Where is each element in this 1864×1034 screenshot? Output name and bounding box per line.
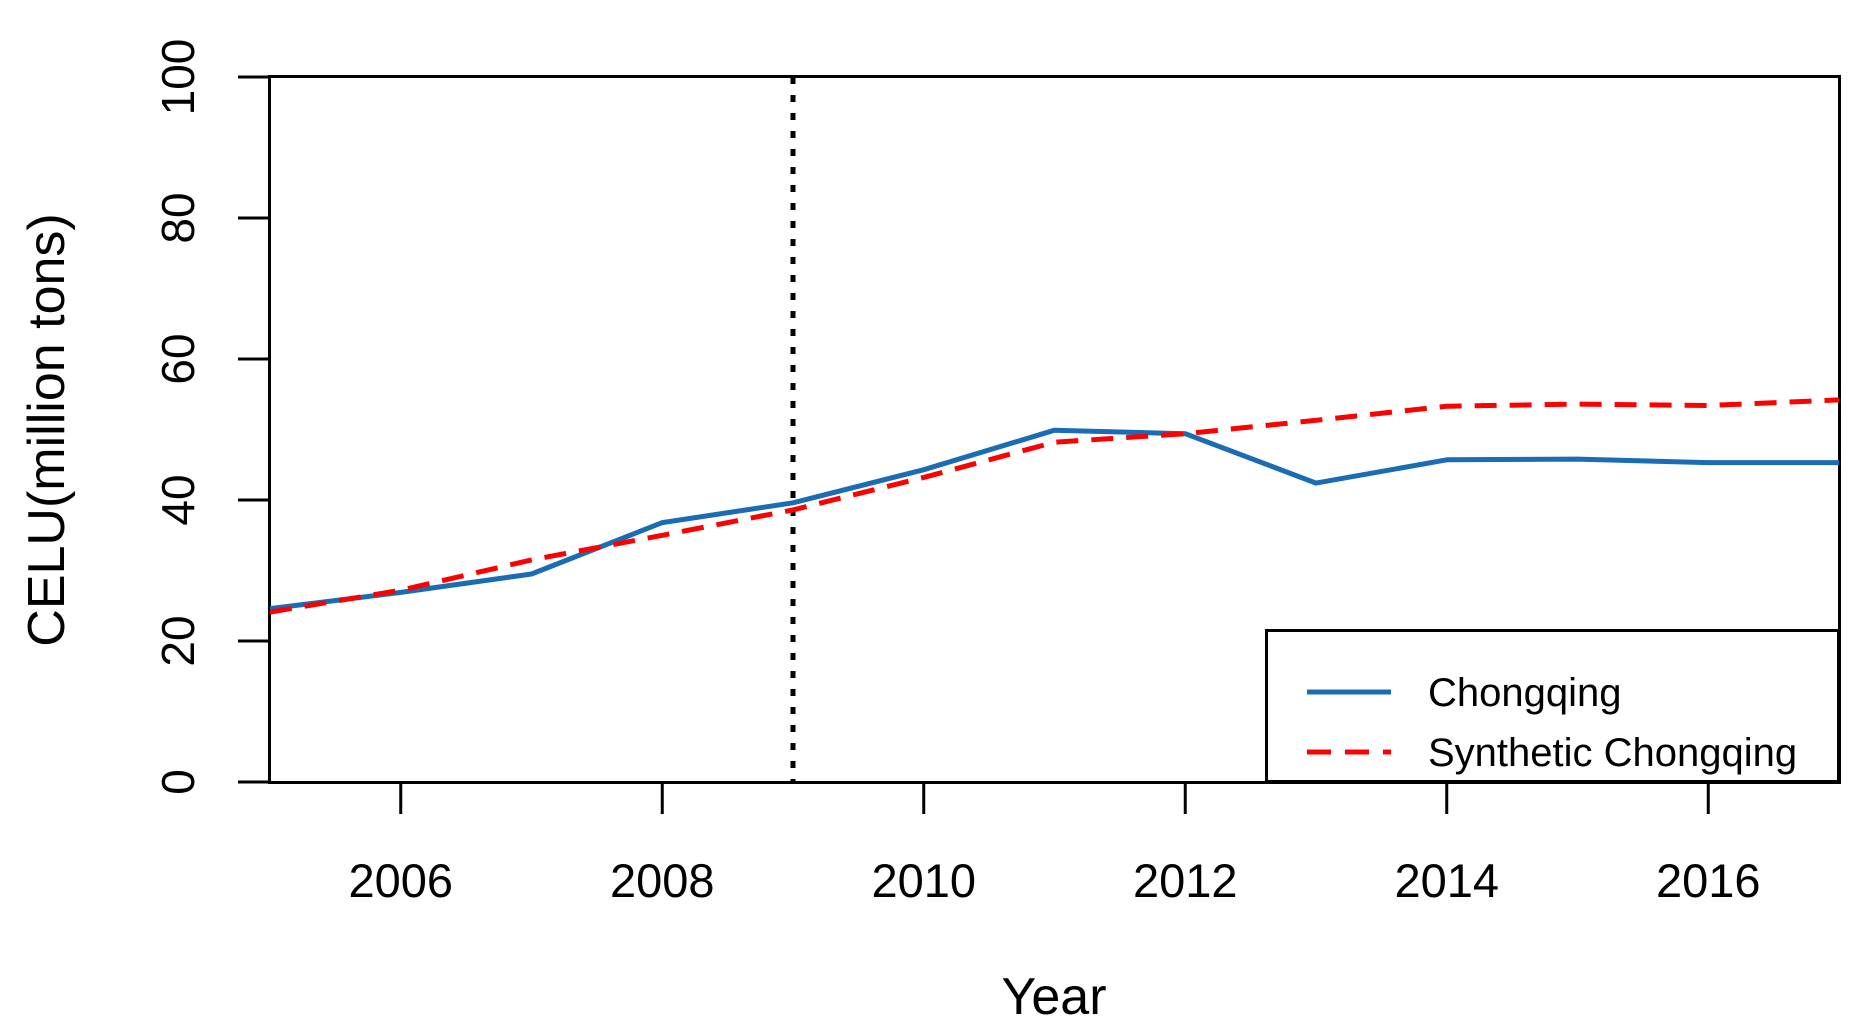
chongqing-line (269, 427, 1839, 612)
legend-label: Synthetic Chongqing (1428, 731, 1797, 775)
legend-label: Chongqing (1428, 671, 1622, 715)
legend: Chongqing Synthetic Chongqing (1265, 629, 1840, 783)
y-tick-label: 60 (152, 333, 204, 384)
data-series (269, 397, 1840, 615)
y-axis-ticks: 0 20 40 60 80 100 (152, 39, 269, 795)
y-tick-label: 0 (152, 769, 204, 795)
y-axis-title: CELU(million tons) (18, 213, 76, 646)
y-tick-label: 80 (152, 192, 204, 243)
x-tick-label: 2008 (610, 854, 715, 907)
x-tick-label: 2012 (1133, 854, 1238, 907)
x-axis-ticks: 2006 2008 2010 2012 2014 2016 (348, 783, 1761, 907)
legend-box (1265, 629, 1840, 783)
plot-box (268, 75, 1841, 784)
y-tick-label: 100 (152, 39, 204, 116)
x-axis-title: Year (1001, 968, 1106, 1026)
x-tick-label: 2016 (1656, 854, 1761, 907)
y-tick-label: 20 (152, 615, 204, 666)
x-tick-label: 2014 (1394, 854, 1499, 907)
synthetic-chongqing-line (269, 397, 1840, 615)
x-tick-label: 2006 (348, 854, 453, 907)
y-tick-label: 40 (152, 474, 204, 525)
x-tick-label: 2010 (871, 854, 976, 907)
